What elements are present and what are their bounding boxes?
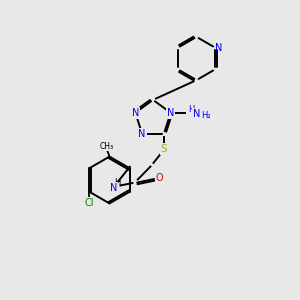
Text: Cl: Cl [85, 198, 94, 208]
Text: N: N [110, 183, 118, 193]
Text: N: N [132, 108, 139, 118]
Text: H₂: H₂ [201, 111, 211, 120]
Text: N: N [138, 128, 146, 139]
Text: O: O [156, 173, 163, 183]
Text: N: N [193, 109, 200, 119]
Text: CH₃: CH₃ [99, 142, 114, 151]
Text: N: N [167, 108, 174, 118]
Text: H: H [188, 105, 195, 114]
Text: N: N [215, 43, 223, 53]
Text: S: S [160, 144, 167, 154]
Text: H: H [114, 178, 120, 187]
